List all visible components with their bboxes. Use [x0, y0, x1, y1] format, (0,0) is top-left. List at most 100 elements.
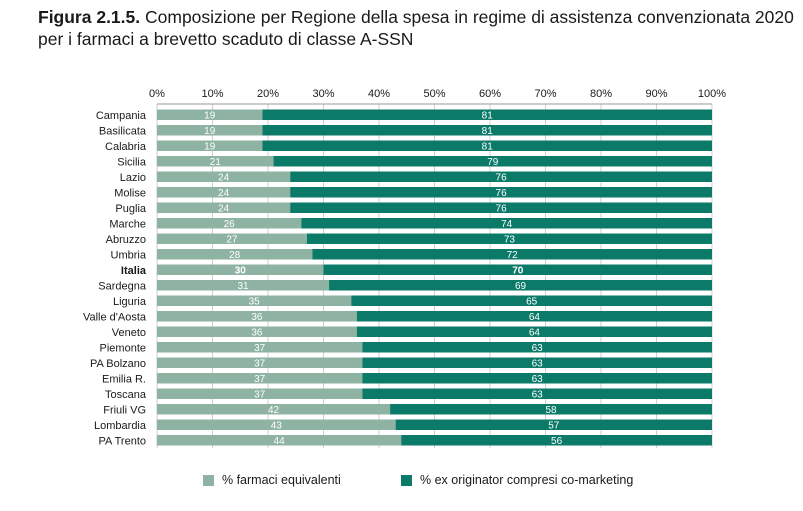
bar-segment — [290, 187, 712, 198]
category-label: Piemonte — [100, 342, 146, 354]
category-label: Toscana — [105, 389, 147, 401]
category-label: Emilia R. — [102, 373, 146, 385]
category-label: Puglia — [115, 203, 146, 215]
data-label: 76 — [496, 203, 508, 214]
bar-segment — [157, 404, 391, 415]
bar-segment — [157, 156, 274, 167]
bar-segment — [262, 140, 712, 151]
data-label: 43 — [271, 420, 283, 431]
data-label: 63 — [532, 358, 544, 369]
data-label: 42 — [268, 405, 280, 416]
data-label: 28 — [229, 250, 241, 261]
data-label: 72 — [507, 250, 519, 261]
data-label: 37 — [254, 358, 266, 369]
data-label: 73 — [504, 234, 516, 245]
data-label: 36 — [251, 327, 263, 338]
chart-legend: % farmaci equivalenti % ex originator co… — [0, 473, 803, 493]
data-label: 37 — [254, 374, 266, 385]
data-label: 26 — [224, 219, 236, 230]
bar-segment — [157, 249, 313, 260]
data-label: 30 — [235, 265, 247, 276]
bar-segment — [306, 233, 712, 244]
data-label: 64 — [529, 327, 541, 338]
x-tick-label: 30% — [312, 88, 334, 100]
bar-segment — [157, 233, 307, 244]
data-label: 24 — [218, 188, 230, 199]
bar-segment — [329, 280, 712, 291]
bar-segment — [157, 187, 291, 198]
data-label: 37 — [254, 343, 266, 354]
category-label: Veneto — [112, 327, 146, 339]
data-label: 21 — [210, 157, 222, 168]
bar-segment — [290, 171, 712, 182]
category-label: Basilicata — [99, 125, 147, 137]
category-label: Sicilia — [117, 156, 147, 168]
bar-segment — [157, 202, 291, 213]
bar-segment — [157, 357, 363, 368]
bar-segment — [401, 435, 712, 446]
category-label: Calabria — [105, 141, 147, 153]
bar-segment — [157, 218, 302, 229]
data-label: 27 — [226, 234, 238, 245]
legend-swatch-equivalenti — [203, 474, 214, 486]
category-label: Sardegna — [98, 280, 147, 292]
bar-segment — [273, 156, 712, 167]
data-label: 57 — [548, 420, 560, 431]
bar-segment — [262, 125, 712, 136]
data-label: 74 — [501, 219, 513, 230]
bar-segment — [362, 342, 712, 353]
bar-segment — [157, 326, 357, 337]
figure-title-text: Composizione per Regione della spesa in … — [38, 7, 794, 49]
bar-segment — [362, 388, 712, 399]
bar-segment — [157, 373, 363, 384]
x-tick-label: 20% — [257, 88, 279, 100]
x-tick-label: 90% — [645, 88, 667, 100]
category-label: PA Trento — [99, 435, 147, 447]
bar-segment — [390, 404, 712, 415]
data-label: 19 — [204, 126, 216, 137]
data-label: 81 — [482, 126, 494, 137]
bar-segment — [157, 171, 291, 182]
stacked-bar-chart: 0% 10% 20% 30% 40% 50% 60% 70% 80% 90% 100% Campani… — [83, 88, 726, 448]
data-label: 81 — [482, 141, 494, 152]
bar-segment — [262, 109, 712, 120]
data-label: 69 — [515, 281, 527, 292]
data-label: 70 — [512, 265, 524, 276]
data-label: 76 — [496, 188, 508, 199]
bar-segment — [395, 419, 712, 430]
x-tick-label: 60% — [479, 88, 501, 100]
x-tick-label: 40% — [368, 88, 390, 100]
bar-segment — [157, 311, 357, 322]
legend-item-originator: % ex originator compresi co-marketing — [401, 473, 633, 487]
figure-title: Figura 2.1.5. Composizione per Regione d… — [38, 6, 798, 50]
data-label: 63 — [532, 374, 544, 385]
bar-segment — [290, 202, 712, 213]
data-label: 81 — [482, 110, 494, 121]
bar-segment — [362, 373, 712, 384]
data-label: 19 — [204, 141, 216, 152]
bar-segment — [157, 264, 324, 275]
bar-segment — [157, 280, 330, 291]
legend-swatch-originator — [401, 474, 412, 486]
data-label: 37 — [254, 389, 266, 400]
data-label: 56 — [551, 436, 563, 447]
legend-label-originator: % ex originator compresi co-marketing — [420, 473, 634, 487]
legend-label-equivalenti: % farmaci equivalenti — [222, 473, 341, 487]
bar-segment — [356, 311, 712, 322]
data-label: 79 — [487, 157, 499, 168]
category-label: Lombardia — [94, 420, 147, 432]
category-label: Liguria — [113, 296, 147, 308]
category-label: Marche — [109, 218, 146, 230]
data-label: 63 — [532, 389, 544, 400]
data-label: 44 — [274, 436, 286, 447]
category-label: Umbria — [111, 249, 147, 261]
bar-segment — [157, 125, 263, 136]
data-label: 24 — [218, 203, 230, 214]
bar-segment — [351, 295, 712, 306]
legend-item-equivalenti: % farmaci equivalenti — [203, 473, 341, 487]
x-tick-label: 100% — [698, 88, 726, 100]
bar-segment — [157, 435, 402, 446]
x-tick-label: 10% — [201, 88, 223, 100]
data-label: 65 — [526, 296, 538, 307]
bar-segment — [362, 357, 712, 368]
